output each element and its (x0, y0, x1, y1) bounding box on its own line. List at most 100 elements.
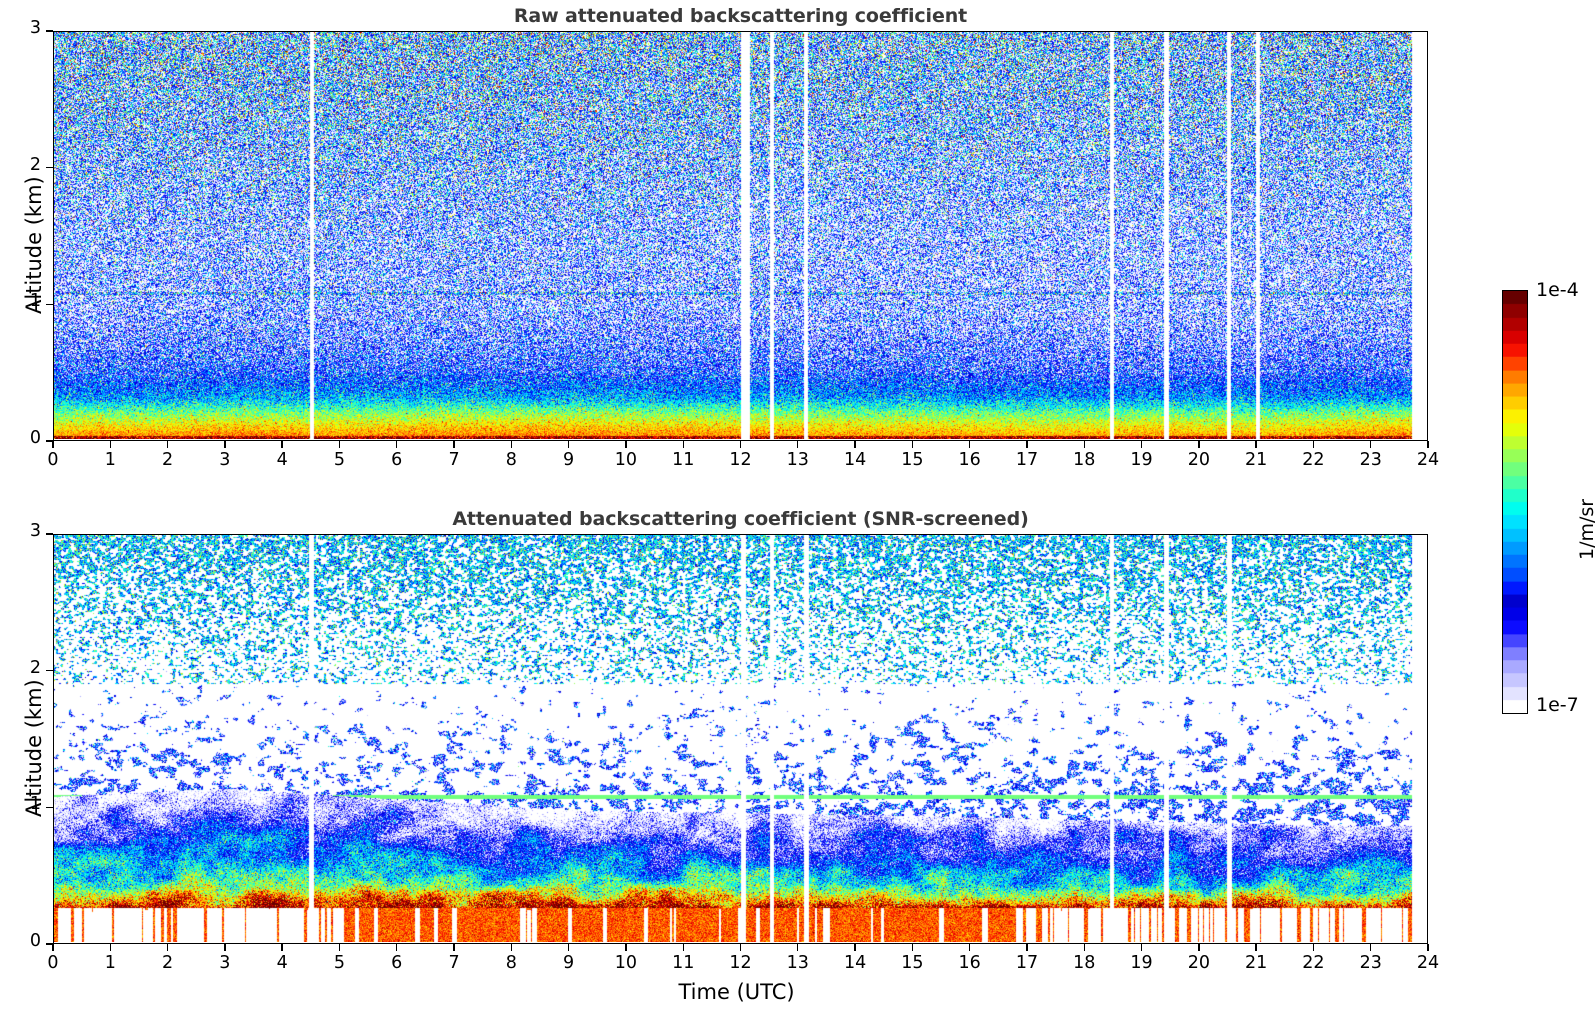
x-tick-label-9: 9 (563, 953, 575, 973)
y-tick-top-3 (46, 30, 53, 32)
x-tick-bot-18 (1083, 944, 1085, 951)
x-tick-label-2: 2 (162, 953, 174, 973)
x-tick-label-7: 7 (448, 953, 460, 973)
x-tick-bot-15 (911, 944, 914, 951)
colorbar-min-label: 1e-7 (1536, 694, 1579, 716)
y-tick-label-top-3: 3 (29, 18, 41, 38)
heatmap-image-raw (54, 32, 1426, 439)
x-tick-top-7 (453, 441, 455, 448)
x-tick-label-21: 21 (1244, 450, 1268, 470)
x-tick-label-3: 3 (219, 450, 231, 470)
x-tick-top-1 (109, 441, 111, 448)
x-tick-bot-1 (109, 944, 111, 951)
x-tick-label-11: 11 (672, 450, 695, 470)
x-tick-top-2 (166, 441, 169, 448)
x-tick-label-15: 15 (901, 450, 924, 470)
x-tick-bot-5 (338, 944, 341, 951)
x-tick-top-24 (1427, 441, 1429, 448)
x-tick-top-14 (854, 441, 856, 448)
x-tick-label-24: 24 (1416, 450, 1440, 470)
x-tick-label-8: 8 (505, 450, 517, 470)
x-tick-label-3: 3 (219, 953, 231, 973)
x-tick-bot-7 (453, 944, 455, 951)
y-tick-top-2 (46, 166, 53, 169)
x-tick-bot-23 (1370, 944, 1372, 951)
x-tick-label-19: 19 (1130, 953, 1153, 973)
y-tick-label-top-0: 0 (29, 428, 41, 448)
x-tick-top-21 (1255, 441, 1257, 448)
x-tick-top-12 (739, 441, 742, 448)
y-tick-top-0 (46, 440, 53, 442)
x-tick-label-23: 23 (1359, 953, 1382, 973)
x-tick-label-9: 9 (563, 450, 575, 470)
x-tick-label-11: 11 (672, 953, 695, 973)
x-tick-label-1: 1 (104, 953, 116, 973)
x-tick-top-17 (1026, 441, 1028, 448)
x-tick-top-15 (911, 441, 914, 448)
x-tick-label-15: 15 (901, 953, 924, 973)
x-tick-bot-14 (854, 944, 856, 951)
x-tick-bot-9 (567, 944, 570, 951)
y-tick-label-bot-1: 1 (29, 794, 41, 815)
x-tick-label-14: 14 (843, 450, 867, 470)
x-tick-label-4: 4 (276, 450, 288, 470)
x-tick-top-8 (510, 441, 513, 448)
x-tick-top-10 (625, 441, 627, 448)
x-tick-top-4 (281, 441, 283, 448)
x-tick-top-3 (224, 441, 226, 448)
x-tick-label-20: 20 (1187, 450, 1210, 470)
x-tick-label-24: 24 (1416, 953, 1440, 973)
y-tick-label-bot-2: 2 (29, 657, 41, 678)
x-tick-label-8: 8 (505, 953, 517, 973)
x-tick-bot-10 (625, 944, 627, 951)
y-tick-bot-3 (46, 533, 53, 535)
x-tick-label-6: 6 (391, 450, 403, 470)
x-tick-label-16: 16 (958, 953, 981, 973)
x-tick-bot-8 (510, 944, 513, 951)
x-tick-top-9 (567, 441, 570, 448)
x-tick-label-21: 21 (1244, 953, 1268, 973)
x-tick-bot-2 (166, 944, 169, 951)
y-tick-label-bot-0: 0 (29, 931, 41, 951)
colorbar-gradient (1502, 290, 1528, 714)
x-tick-label-22: 22 (1302, 450, 1325, 470)
x-tick-label-14: 14 (843, 953, 867, 973)
y-tick-bot-1 (46, 806, 53, 809)
x-tick-label-0: 0 (47, 953, 59, 973)
y-tick-bot-0 (46, 943, 53, 945)
x-axis-title: Time (UTC) (678, 980, 795, 1004)
x-tick-bot-20 (1198, 944, 1200, 951)
x-tick-top-6 (396, 441, 398, 448)
x-tick-label-6: 6 (391, 953, 403, 973)
x-tick-label-23: 23 (1359, 450, 1382, 470)
x-tick-top-13 (797, 441, 799, 448)
y-tick-label-bot-3: 3 (29, 521, 41, 541)
x-tick-label-7: 7 (448, 450, 460, 470)
y-axis-title-top: Altitude (km) (22, 176, 46, 314)
x-tick-label-17: 17 (1015, 953, 1039, 973)
x-tick-bot-11 (682, 944, 684, 951)
x-tick-top-11 (682, 441, 684, 448)
x-tick-label-4: 4 (276, 953, 288, 973)
colorbar-unit-label: 1/m/sr (1576, 498, 1595, 560)
x-tick-label-19: 19 (1130, 450, 1153, 470)
x-tick-bot-16 (968, 944, 971, 951)
y-tick-top-1 (46, 303, 53, 306)
x-tick-bot-19 (1140, 944, 1143, 951)
x-tick-bot-13 (797, 944, 799, 951)
x-tick-label-12: 12 (729, 953, 752, 973)
x-tick-label-10: 10 (614, 953, 638, 973)
x-tick-bot-24 (1427, 944, 1429, 951)
x-tick-bot-3 (224, 944, 226, 951)
panel-title-screened: Attenuated backscattering coefficient (S… (452, 508, 1029, 530)
colorbar-max-label: 1e-4 (1536, 279, 1579, 301)
x-tick-bot-12 (739, 944, 742, 951)
x-tick-bot-21 (1255, 944, 1257, 951)
x-tick-label-5: 5 (333, 450, 346, 470)
x-tick-label-12: 12 (729, 450, 752, 470)
x-tick-bot-4 (281, 944, 283, 951)
x-tick-top-0 (52, 441, 54, 448)
x-tick-top-18 (1083, 441, 1085, 448)
y-axis-title-bot: Altitude (km) (22, 679, 46, 817)
